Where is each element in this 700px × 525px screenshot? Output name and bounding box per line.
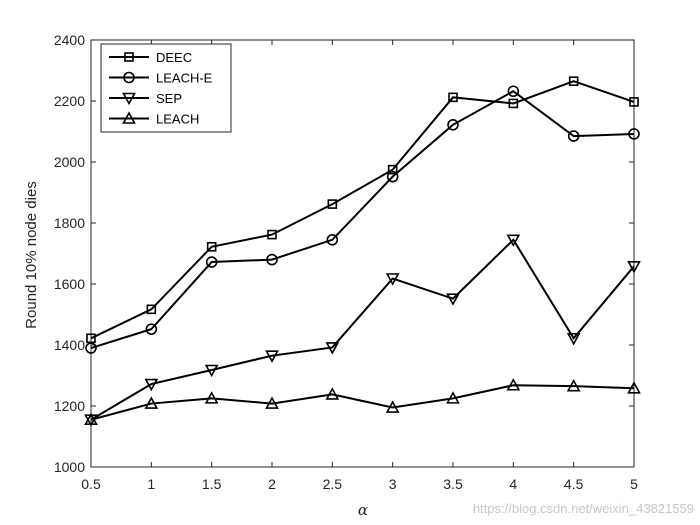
x-tick-label: 1 [147,476,155,492]
x-tick-label: 3.5 [443,476,463,492]
data-point-sep [506,234,521,247]
legend-box [100,43,232,133]
y-tick-label: 1400 [54,337,85,353]
x-tick-label: 2.5 [323,476,343,492]
data-point-leach-e [326,233,339,246]
data-point-deec [568,76,579,86]
y-tick-label: 2400 [54,32,85,48]
x-tick-label: 4.5 [564,476,584,492]
data-point-leach [385,400,400,413]
legend-marker-leach-e [123,71,135,84]
data-point-leach [446,391,460,404]
data-point-deec [146,304,157,315]
legend-marker-leach [122,111,136,124]
data-point-sep [385,273,400,286]
series-line-leach [90,384,635,421]
data-point-leach-e [145,323,158,335]
x-tick-label: 3 [389,476,397,492]
legend-marker-deec [124,52,134,62]
legend-label-leach-e: LEACH-E [156,71,213,86]
data-point-leach [84,412,98,426]
data-point-leach-e [205,256,218,268]
y-tick-label: 1800 [54,215,85,231]
series-line-leach-e [90,90,635,350]
y-tick-label: 2000 [54,154,85,170]
x-tick-label: 0.5 [81,476,101,492]
data-point-deec [327,199,338,209]
data-point-leach-e [507,85,520,98]
data-point-leach [566,379,581,392]
data-point-deec [387,164,398,175]
plot-area: 0.5 1 1.5 2 2.5 3 3.5 4 4.5 5 1000 1200 1400 1600 1800… [54,32,641,492]
data-point-sep [627,261,641,274]
y-axis-label: Round 10% node dies [23,181,40,329]
x-tick-label: 4 [509,476,517,492]
data-point-leach [144,396,159,409]
legend-label-deec: DEEC [156,50,192,65]
axes-box [90,39,635,468]
watermark-text: https://blog.csdn.net/weixin_43821559 [473,501,694,516]
data-point-leach [204,391,219,404]
data-point-sep [446,293,460,306]
series-line-sep [90,238,635,421]
legend-marker-sep [122,92,136,106]
data-point-deec [629,97,639,107]
data-point-leach-e [85,342,97,354]
x-tick-label: 1.5 [202,476,222,492]
y-tick-label: 2200 [54,93,85,109]
data-point-leach [627,381,641,394]
y-tick-label: 1000 [54,459,85,475]
data-point-leach-e [386,170,399,183]
data-point-deec [508,98,519,109]
series-line-deec [90,80,635,340]
legend-label-sep: SEP [156,91,182,106]
data-point-sep [325,342,340,355]
data-point-sep [265,350,279,363]
data-point-leach-e [266,253,278,266]
legend-label-leach: LEACH [156,112,199,127]
data-point-deec [448,92,458,103]
data-point-leach-e [628,128,640,140]
data-point-leach [265,396,279,409]
y-tick-label: 1200 [54,398,85,414]
y-tick-label: 1600 [54,276,85,292]
data-point-sep [144,378,159,392]
data-point-leach-e [567,130,580,142]
data-point-sep [204,364,219,378]
x-tick-label: 2 [268,476,276,492]
data-point-deec [267,229,277,240]
data-point-leach [325,387,340,400]
x-tick-label: 5 [630,476,638,492]
x-axis-label: α [358,501,368,519]
data-point-sep [566,332,581,346]
data-point-leach-e [447,118,459,131]
data-point-deec [206,241,217,252]
data-point-leach [506,378,521,391]
